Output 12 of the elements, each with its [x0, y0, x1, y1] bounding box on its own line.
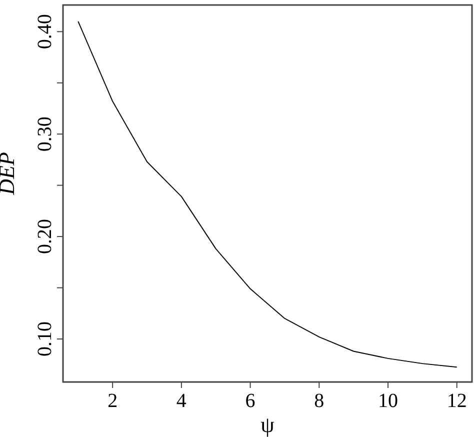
x-tick-label: 2 [108, 390, 118, 412]
x-tick-label: 10 [378, 390, 398, 412]
x-tick-label: 6 [245, 390, 256, 412]
line-series [78, 20, 458, 368]
x-axis-title: ψ [260, 412, 275, 437]
y-tick-label: 0.30 [34, 116, 56, 152]
x-tick-label: 8 [314, 390, 324, 412]
y-tick-label: 0.40 [34, 14, 56, 50]
y-tick-label: 0.20 [34, 219, 56, 254]
x-tick-label: 4 [176, 390, 186, 412]
y-tick-label: 0.10 [34, 321, 56, 356]
x-tick-label: 12 [446, 390, 467, 412]
